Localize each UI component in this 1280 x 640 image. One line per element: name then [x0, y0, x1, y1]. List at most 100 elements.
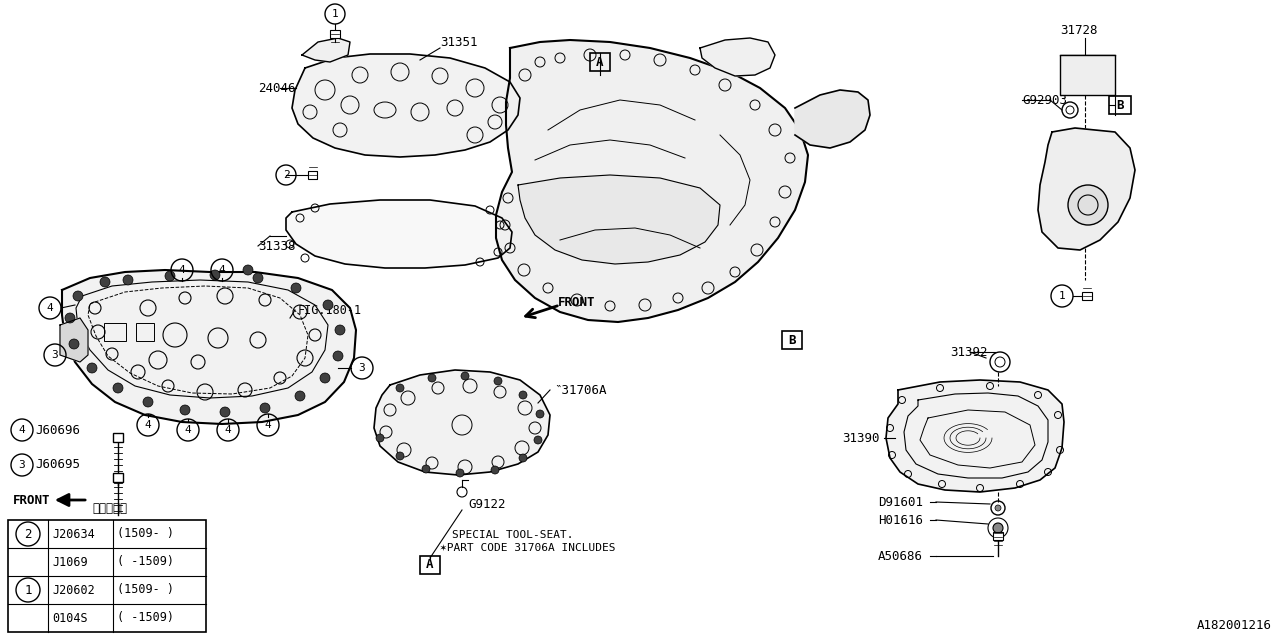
Circle shape [260, 403, 270, 413]
Circle shape [143, 397, 154, 407]
Circle shape [376, 434, 384, 442]
Bar [782, 331, 803, 349]
Text: 3: 3 [358, 363, 365, 373]
Circle shape [534, 436, 541, 444]
Circle shape [396, 452, 404, 460]
Text: 4: 4 [145, 420, 151, 430]
Text: J1069: J1069 [52, 556, 87, 568]
Circle shape [69, 339, 79, 349]
Bar [308, 171, 317, 179]
Bar [1108, 96, 1132, 114]
Text: A: A [426, 559, 434, 572]
Text: B: B [1116, 99, 1124, 111]
Polygon shape [60, 318, 88, 362]
Text: 1: 1 [24, 584, 32, 596]
Text: A50686: A50686 [878, 550, 923, 563]
Circle shape [536, 410, 544, 418]
Circle shape [165, 271, 175, 281]
Text: G92903: G92903 [1021, 93, 1068, 106]
Circle shape [73, 291, 83, 301]
Bar [330, 30, 340, 38]
Polygon shape [1038, 128, 1135, 250]
Circle shape [333, 351, 343, 361]
Text: 31338: 31338 [259, 239, 296, 253]
Text: J20602: J20602 [52, 584, 95, 596]
Circle shape [428, 374, 436, 382]
Circle shape [291, 283, 301, 293]
Text: (1509- ): (1509- ) [116, 527, 174, 541]
Polygon shape [795, 90, 870, 148]
Circle shape [323, 300, 333, 310]
Polygon shape [497, 40, 808, 322]
Bar [993, 532, 1004, 540]
Text: 2: 2 [24, 527, 32, 541]
Bar [8, 520, 206, 632]
Text: A182001216: A182001216 [1197, 619, 1272, 632]
Text: SPECIAL TOOL-SEAT.: SPECIAL TOOL-SEAT. [452, 530, 573, 540]
Circle shape [993, 523, 1004, 533]
Text: 4: 4 [219, 265, 225, 275]
Text: ( -1509): ( -1509) [116, 611, 174, 625]
Text: 4: 4 [46, 303, 54, 313]
Text: 31728: 31728 [1060, 24, 1097, 36]
Polygon shape [302, 38, 349, 62]
Circle shape [123, 275, 133, 285]
Bar [113, 473, 123, 482]
Polygon shape [700, 38, 774, 76]
Text: 0104S: 0104S [52, 611, 87, 625]
Text: J60695: J60695 [35, 458, 81, 472]
Text: 4: 4 [179, 265, 186, 275]
Text: 1: 1 [332, 9, 338, 19]
Text: FRONT: FRONT [13, 493, 50, 506]
Text: 4: 4 [224, 425, 232, 435]
Bar [1082, 292, 1092, 300]
Bar [136, 323, 154, 341]
Circle shape [518, 391, 527, 399]
Text: 31392: 31392 [950, 346, 987, 358]
Text: 4: 4 [184, 425, 192, 435]
Text: ✶PART CODE 31706A INCLUDES: ✶PART CODE 31706A INCLUDES [440, 543, 616, 553]
Circle shape [422, 465, 430, 473]
Text: 4: 4 [19, 425, 26, 435]
Bar [420, 556, 440, 574]
Circle shape [456, 469, 465, 477]
Circle shape [243, 265, 253, 275]
Text: ‶31706A: ‶31706A [554, 383, 607, 397]
Text: (1509- ): (1509- ) [116, 584, 174, 596]
Text: 31351: 31351 [440, 35, 477, 49]
Circle shape [518, 454, 527, 462]
Circle shape [220, 407, 230, 417]
Text: 3: 3 [19, 460, 26, 470]
Circle shape [100, 277, 110, 287]
Circle shape [995, 505, 1001, 511]
Circle shape [494, 377, 502, 385]
Circle shape [87, 363, 97, 373]
Text: A: A [596, 56, 604, 68]
Text: FRONT: FRONT [558, 296, 595, 308]
Text: FIG.180-1: FIG.180-1 [298, 303, 362, 317]
Polygon shape [374, 370, 550, 475]
Text: 31390: 31390 [842, 431, 881, 445]
Circle shape [492, 466, 499, 474]
Polygon shape [518, 175, 721, 264]
Text: ( -1509): ( -1509) [116, 556, 174, 568]
Polygon shape [292, 54, 520, 157]
Bar [104, 323, 125, 341]
Circle shape [1068, 185, 1108, 225]
Text: 1: 1 [1059, 291, 1065, 301]
Text: H01616: H01616 [878, 513, 923, 527]
Text: 2: 2 [283, 170, 289, 180]
Circle shape [294, 391, 305, 401]
Bar [590, 53, 611, 71]
Text: ＜上面図＞: ＜上面図＞ [92, 502, 127, 515]
Bar [113, 433, 123, 442]
Text: B: B [788, 333, 796, 346]
Text: 3: 3 [51, 350, 59, 360]
Circle shape [461, 372, 468, 380]
Text: 4: 4 [265, 420, 271, 430]
Circle shape [113, 383, 123, 393]
Circle shape [210, 270, 220, 280]
Circle shape [396, 384, 404, 392]
Bar [1060, 55, 1115, 95]
Polygon shape [285, 200, 512, 268]
